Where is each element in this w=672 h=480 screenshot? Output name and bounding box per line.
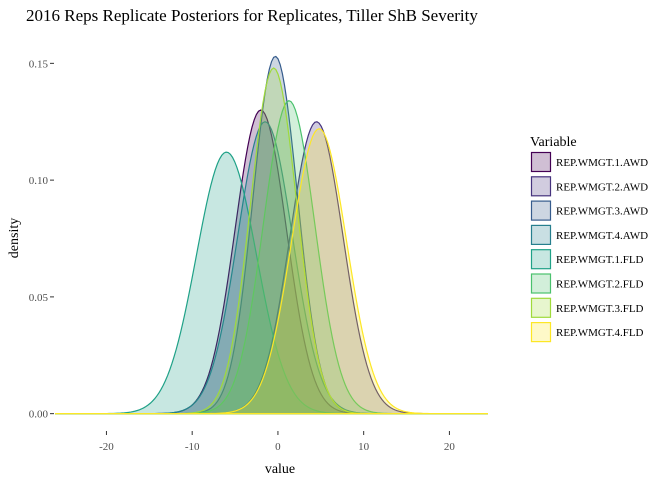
legend-label: REP.WMGT.1.AWD (556, 157, 648, 169)
y-axis: 0.00 0.05 0.10 0.15 (29, 58, 54, 421)
x-tick-label: -10 (185, 441, 200, 453)
legend-title: Variable (530, 135, 577, 150)
legend-item: REP.WMGT.1.AWD (530, 151, 648, 173)
y-tick-label: 0.15 (29, 58, 49, 70)
legend: Variable REP.WMGT.1.AWD REP.WMGT.2.AWD REP… (530, 135, 648, 343)
x-tick-label: 20 (444, 441, 456, 453)
legend-key-bg (531, 152, 551, 172)
legend-label: REP.WMGT.3.FLD (556, 303, 644, 315)
x-tick-label: 0 (275, 441, 281, 453)
legend-swatch (530, 176, 552, 197)
legend-item: REP.WMGT.1.FLD (530, 249, 644, 270)
legend-label: REP.WMGT.4.AWD (556, 230, 648, 242)
density-area-8 (55, 128, 488, 415)
x-tick-label: 10 (358, 441, 370, 453)
legend-item: REP.WMGT.4.AWD (530, 224, 648, 245)
y-tick-label: 0.10 (29, 175, 49, 187)
legend-label: REP.WMGT.2.FLD (556, 279, 644, 291)
legend-label: REP.WMGT.3.AWD (556, 206, 648, 218)
x-axis-title: value (265, 462, 295, 477)
legend-key-bg (531, 273, 551, 294)
legend-item: REP.WMGT.2.FLD (530, 273, 644, 294)
legend-label: REP.WMGT.1.FLD (556, 254, 644, 266)
x-tick-label: -20 (99, 441, 114, 453)
y-tick-label: 0.05 (29, 292, 49, 304)
legend-swatch (530, 273, 552, 294)
legend-item: REP.WMGT.2.AWD (530, 176, 648, 197)
legend-key-bg (531, 249, 551, 270)
legend-label: REP.WMGT.4.FLD (556, 327, 644, 339)
y-tick-label: 0.00 (29, 409, 49, 421)
legend-swatch (530, 322, 552, 343)
legend-swatch (530, 151, 552, 173)
y-axis-title: density (7, 218, 22, 258)
plot-areas (55, 55, 488, 415)
chart-title: 2016 Reps Replicate Posteriors for Repli… (26, 6, 478, 25)
legend-swatch (530, 297, 552, 318)
legend-key-bg (531, 322, 551, 343)
x-axis: -20 -10 0 10 20 (99, 431, 455, 453)
legend-swatch (530, 224, 552, 245)
legend-item: REP.WMGT.3.FLD (530, 297, 644, 318)
legend-item: REP.WMGT.3.AWD (530, 200, 648, 221)
legend-key-bg (531, 224, 551, 245)
legend-item: REP.WMGT.4.FLD (530, 322, 644, 343)
legend-key-bg (531, 176, 551, 197)
legend-key-bg (531, 297, 551, 318)
legend-swatch (530, 200, 552, 221)
legend-key-bg (531, 200, 551, 221)
legend-label: REP.WMGT.2.AWD (556, 181, 648, 193)
legend-swatch (530, 249, 552, 270)
